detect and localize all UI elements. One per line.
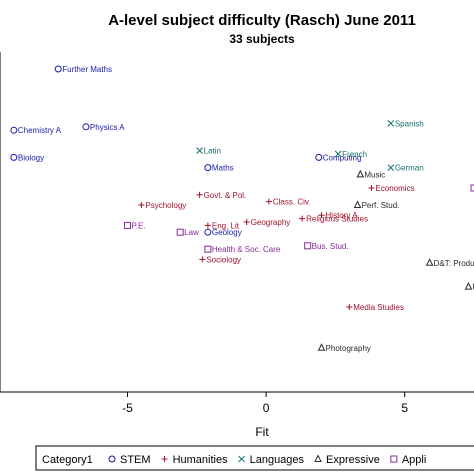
data-point — [176, 228, 184, 236]
data-label: Chemistry A — [18, 126, 62, 135]
data-label: Physics A — [90, 123, 125, 132]
data-label: Spanish — [395, 119, 424, 128]
data-point — [317, 343, 326, 351]
data-label: Health & Soc. Care — [212, 245, 281, 254]
data-label: Religious Studies — [306, 215, 368, 224]
data-label: Further Maths — [62, 65, 112, 74]
data-point — [470, 184, 474, 192]
data-label: Music — [364, 170, 385, 179]
legend-marker — [390, 455, 398, 463]
legend-item: STEM — [120, 454, 151, 466]
data-label: Bus. Stud. — [312, 242, 349, 251]
data-point — [82, 123, 90, 131]
data-point — [346, 304, 353, 310]
legend-item: Appli — [402, 454, 426, 466]
data-point — [10, 126, 18, 134]
data-point — [299, 215, 306, 222]
data-label: P.E. — [132, 221, 146, 230]
data-label: Media Studies — [353, 303, 404, 312]
x-tick-label: 0 — [263, 401, 270, 415]
legend-item: Expressive — [326, 454, 380, 466]
data-point — [196, 191, 203, 198]
x-axis-ticks: -5 0 5 — [122, 392, 408, 415]
data-point — [124, 221, 132, 229]
data-point — [265, 198, 272, 205]
data-label: Perf. Stud. — [362, 201, 400, 210]
data-point — [138, 202, 145, 208]
data-point — [368, 185, 375, 191]
data-point — [356, 169, 365, 178]
data-label: Govt. & Pol. — [204, 191, 247, 200]
data-point — [464, 281, 473, 290]
data-label: D&T: Product — [434, 259, 474, 268]
legend-item: Humanities — [173, 454, 229, 466]
data-point — [54, 65, 62, 73]
data-point — [199, 256, 206, 263]
data-label: German — [395, 164, 424, 173]
legend-items: STEM Humanities Languages Expressive Appli — [108, 454, 426, 466]
data-label: Biology — [18, 153, 44, 162]
data-point — [318, 212, 325, 219]
data-point — [425, 258, 434, 266]
data-point — [204, 228, 212, 236]
data-label: Photography — [326, 344, 371, 353]
data-label: French — [342, 150, 367, 159]
chart-subtitle: 33 subjects — [229, 32, 295, 46]
data-label: Maths — [212, 164, 234, 173]
legend-marker — [314, 454, 322, 462]
data-point — [204, 222, 211, 229]
data-label: Latin — [204, 147, 221, 156]
data-point — [353, 200, 362, 208]
legend-title: Category1 — [42, 454, 93, 466]
x-axis-label: Fit — [255, 425, 269, 439]
data-point — [243, 219, 250, 225]
legend-marker — [108, 455, 116, 463]
data-point — [334, 150, 342, 158]
x-tick-label: -5 — [122, 401, 133, 415]
data-point — [304, 242, 312, 250]
data-label: Computing — [323, 153, 362, 162]
data-points: Further Maths Chemistry A Physics A Biology… — [10, 65, 474, 353]
data-label: Class. Civ. — [273, 198, 311, 207]
chart-title: A-level subject difficulty (Rasch) June … — [108, 12, 416, 29]
x-tick-label: 5 — [401, 401, 408, 415]
data-point — [204, 164, 212, 172]
data-point — [10, 153, 18, 161]
data-label: Geography — [251, 218, 291, 227]
legend-marker — [161, 456, 168, 462]
data-point — [387, 164, 395, 171]
legend-box — [35, 445, 474, 471]
data-label: Geology — [212, 228, 242, 237]
data-label: Psychology — [145, 201, 186, 210]
data-label: Economics — [375, 184, 414, 193]
data-point — [204, 245, 212, 253]
data-label: Sociology — [206, 255, 241, 264]
data-label: Fi — [472, 283, 474, 292]
data-point — [387, 120, 395, 127]
data-label: History A — [326, 211, 359, 220]
data-label: Eng. Lit — [212, 221, 240, 230]
data-label: Law — [184, 228, 199, 237]
data-point — [196, 147, 203, 154]
legend-marker — [238, 455, 245, 463]
data-point — [315, 153, 323, 161]
legend-item: Languages — [250, 454, 305, 466]
